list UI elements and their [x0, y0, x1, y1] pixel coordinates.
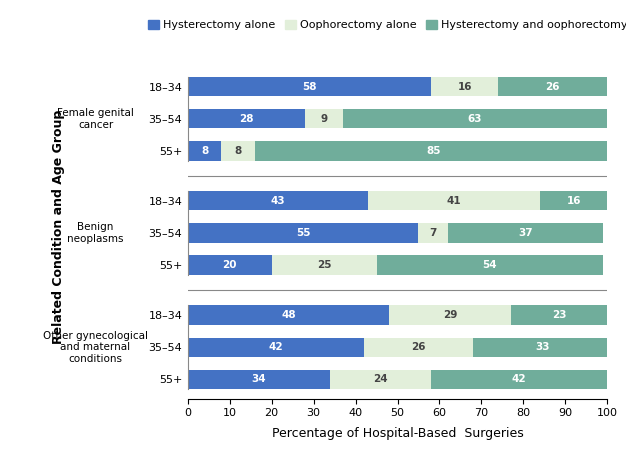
Text: 54: 54 — [483, 260, 497, 270]
Bar — [343, 109, 607, 128]
Bar — [389, 305, 511, 325]
Bar — [511, 305, 607, 325]
Text: 23: 23 — [552, 310, 567, 320]
Legend: Hysterectomy alone, Oophorectomy alone, Hysterectomy and oophorectomy in combina: Hysterectomy alone, Oophorectomy alone, … — [143, 15, 626, 34]
Bar — [188, 223, 418, 243]
Text: Female genital
cancer: Female genital cancer — [57, 108, 134, 130]
Bar — [431, 370, 607, 389]
Text: 41: 41 — [447, 196, 461, 206]
Text: 24: 24 — [374, 374, 388, 384]
Text: Benign
neoplasms: Benign neoplasms — [67, 222, 124, 244]
Bar — [331, 370, 431, 389]
Bar — [376, 255, 603, 275]
Text: 37: 37 — [518, 228, 533, 238]
Text: 16: 16 — [567, 196, 581, 206]
Text: 43: 43 — [270, 196, 285, 206]
Y-axis label: Related Condition and Age Group: Related Condition and Age Group — [52, 109, 65, 344]
Bar — [305, 109, 343, 128]
Bar — [498, 77, 607, 96]
Bar — [188, 141, 222, 160]
Text: Other gynecological
and maternal
conditions: Other gynecological and maternal conditi… — [43, 331, 148, 364]
Text: 63: 63 — [468, 114, 483, 124]
X-axis label: Percentage of Hospital-Based  Surgeries: Percentage of Hospital-Based Surgeries — [272, 427, 523, 440]
Text: 26: 26 — [411, 342, 426, 352]
Bar — [188, 77, 431, 96]
Bar — [418, 223, 448, 243]
Bar — [448, 223, 603, 243]
Bar — [188, 109, 305, 128]
Text: 29: 29 — [443, 310, 457, 320]
Text: 58: 58 — [302, 82, 317, 92]
Text: 28: 28 — [239, 114, 254, 124]
Text: 26: 26 — [545, 82, 560, 92]
Text: 8: 8 — [201, 146, 208, 156]
Bar — [473, 337, 612, 357]
Text: 16: 16 — [458, 82, 472, 92]
Text: 33: 33 — [535, 342, 550, 352]
Text: 9: 9 — [321, 114, 327, 124]
Bar — [431, 77, 498, 96]
Bar — [188, 337, 364, 357]
Bar — [255, 141, 612, 160]
Text: 85: 85 — [426, 146, 441, 156]
Bar — [188, 370, 331, 389]
Bar — [188, 191, 368, 210]
Bar — [188, 255, 272, 275]
Bar — [368, 191, 540, 210]
Text: 20: 20 — [222, 260, 237, 270]
Bar — [188, 305, 389, 325]
Text: 34: 34 — [252, 374, 267, 384]
Text: 42: 42 — [269, 342, 283, 352]
Bar — [540, 191, 607, 210]
Text: 42: 42 — [512, 374, 526, 384]
Bar — [364, 337, 473, 357]
Text: 55: 55 — [296, 228, 310, 238]
Text: 7: 7 — [429, 228, 437, 238]
Text: 8: 8 — [235, 146, 242, 156]
Bar — [272, 255, 376, 275]
Text: 48: 48 — [281, 310, 295, 320]
Text: 25: 25 — [317, 260, 331, 270]
Bar — [222, 141, 255, 160]
